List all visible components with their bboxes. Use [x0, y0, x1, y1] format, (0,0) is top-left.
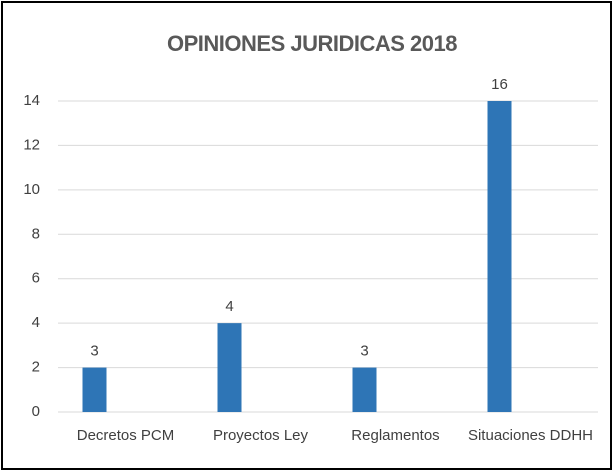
x-tick-label: Reglamentos [351, 427, 440, 444]
x-tick-label: Decretos PCM [76, 427, 175, 444]
bar [487, 101, 512, 412]
y-tick-label: 12 [23, 136, 40, 153]
y-tick-label: 10 [23, 181, 40, 198]
bar [217, 323, 242, 412]
bar [82, 367, 107, 412]
y-tick-label: 6 [32, 270, 40, 287]
bar [352, 367, 377, 412]
y-tick-label: 14 [23, 92, 40, 109]
y-tick-label: 2 [32, 359, 40, 376]
y-tick-label: 8 [32, 225, 40, 242]
data-label: 4 [225, 298, 233, 315]
y-tick-label: 4 [32, 314, 40, 331]
chart-title: OPINIONES JURIDICAS 2018 [167, 31, 457, 56]
x-tick-label: Situaciones DDHH [467, 427, 594, 444]
data-label: 3 [90, 343, 98, 360]
y-tick-label: 0 [32, 403, 40, 420]
x-tick-label: Proyectos Ley [212, 427, 309, 444]
data-label: 3 [360, 343, 368, 360]
data-label: 16 [491, 76, 508, 93]
